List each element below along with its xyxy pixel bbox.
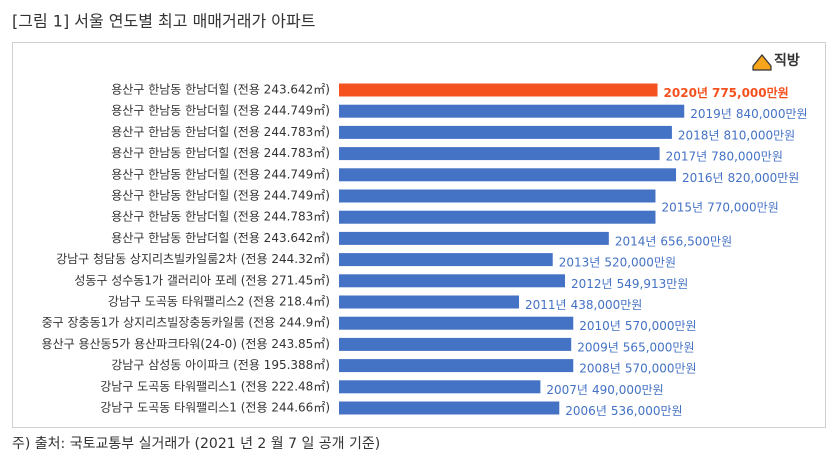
- value-label-year: 2007년: [546, 382, 588, 396]
- category-label: 용산구 한남동 한남더힐 (전용 244.783㎡): [111, 146, 330, 160]
- chart-title: [그림 1] 서울 연도별 최고 매매거래가 아파트: [12, 12, 315, 31]
- bar: [339, 83, 658, 97]
- value-label-amount: 810,000만원: [724, 128, 796, 142]
- value-label-year: 2016년: [682, 170, 724, 184]
- value-label-amount: 820,000만원: [728, 170, 800, 184]
- logo: 직방: [752, 52, 800, 71]
- value-label-amount: 520,000만원: [604, 255, 676, 269]
- value-label-year: 2006년: [565, 404, 607, 418]
- category-label: 강남구 청담동 상지리츠빌카일룸2차 (전용 244.32㎡): [56, 252, 330, 266]
- value-label: 2012년 549,913만원: [571, 276, 688, 290]
- footnote: 주) 출처: 국토교통부 실거래가 (2021 년 2 월 7 일 공개 기준): [12, 436, 380, 452]
- value-label-amount: 775,000만원: [712, 85, 789, 100]
- value-label-year: 2011년: [525, 298, 567, 312]
- value-label: 2013년 520,000만원: [559, 255, 676, 269]
- value-label-year: 2012년: [571, 276, 613, 290]
- value-label-year: 2015년: [661, 200, 703, 214]
- category-label: 용산구 용산동5가 용산파크타워(24-0) (전용 243.85㎡): [42, 337, 330, 351]
- category-label: 강남구 도곡동 타워팰리스1 (전용 222.48㎡): [100, 379, 330, 393]
- bar: [339, 210, 656, 224]
- value-label-year: 2020년: [664, 86, 708, 100]
- logo-icon: [752, 54, 772, 71]
- value-label-year: 2017년: [666, 149, 708, 163]
- value-label-amount: 570,000만원: [625, 361, 697, 375]
- value-label-amount: 780,000만원: [711, 149, 783, 163]
- value-label: 2009년 565,000만원: [577, 340, 694, 354]
- value-label-year: 2019년: [690, 107, 732, 121]
- category-label: 용산구 한남동 한남더힐 (전용 244.783㎡): [111, 125, 330, 139]
- value-label-year: 2018년: [678, 128, 720, 142]
- value-label-amount: 656,500만원: [660, 234, 732, 248]
- category-label: 성동구 성수동1가 갤러리아 포레 (전용 271.45㎡): [74, 273, 330, 287]
- category-label: 중구 장충동1가 상지리츠빌장충동카일룸 (전용 244.9㎡): [42, 316, 330, 330]
- value-label-year: 2009년: [577, 340, 619, 354]
- chart-frame: [12, 42, 826, 428]
- logo-text: 직방: [774, 52, 800, 69]
- bar: [339, 359, 574, 373]
- value-label-year: 2010년: [579, 319, 621, 333]
- category-label: 용산구 한남동 한남더힐 (전용 243.642㎡): [111, 83, 330, 97]
- value-label: 2020년 775,000만원: [664, 85, 789, 100]
- value-label-amount: 570,000만원: [625, 319, 697, 333]
- bar: [339, 168, 677, 182]
- bar: [339, 401, 560, 415]
- value-label-year: 2014년: [615, 234, 657, 248]
- value-label: 2011년 438,000만원: [525, 298, 642, 312]
- category-label: 강남구 삼성동 아이파크 (전용 195.388㎡): [111, 358, 330, 372]
- bar: [339, 380, 541, 394]
- category-label: 용산구 한남동 한남더힐 (전용 244.749㎡): [111, 104, 330, 118]
- bar: [339, 274, 566, 288]
- bar: [339, 295, 520, 309]
- value-label-amount: 438,000만원: [571, 298, 643, 312]
- value-label-amount: 490,000만원: [592, 382, 664, 396]
- bar: [339, 337, 572, 351]
- category-label: 용산구 한남동 한남더힐 (전용 244.783㎡): [111, 210, 330, 224]
- value-label-amount: 840,000만원: [736, 107, 808, 121]
- value-label: 2006년 536,000만원: [565, 404, 682, 418]
- value-label-amount: 536,000만원: [611, 404, 683, 418]
- category-label: 용산구 한남동 한남더힐 (전용 244.749㎡): [111, 167, 330, 181]
- value-label-amount: 549,913만원: [617, 276, 689, 290]
- value-label: 2010년 570,000만원: [579, 319, 696, 333]
- bar: [339, 316, 574, 330]
- bar: [339, 104, 685, 118]
- value-label: 2019년 840,000만원: [690, 107, 807, 121]
- value-label: 2015년 770,000만원: [661, 200, 778, 214]
- bar: [339, 189, 656, 203]
- value-label-year: 2008년: [579, 361, 621, 375]
- bar: [339, 147, 660, 161]
- value-label: 2008년 570,000만원: [579, 361, 696, 375]
- value-label: 2014년 656,500만원: [615, 234, 732, 248]
- category-label: 용산구 한남동 한남더힐 (전용 243.642㎡): [111, 231, 330, 245]
- value-label: 2007년 490,000만원: [546, 382, 663, 396]
- value-label-amount: 565,000만원: [623, 340, 695, 354]
- value-label: 2017년 780,000만원: [666, 149, 783, 163]
- category-label: 강남구 도곡동 타워팰리스1 (전용 244.66㎡): [100, 401, 330, 415]
- value-label: 2016년 820,000만원: [682, 170, 799, 184]
- bar: [339, 231, 609, 245]
- value-label-amount: 770,000만원: [707, 200, 779, 214]
- value-label: 2018년 810,000만원: [678, 128, 795, 142]
- bar: [339, 125, 672, 139]
- bar: [339, 253, 553, 267]
- value-label-year: 2013년: [559, 255, 601, 269]
- category-label: 용산구 한남동 한남더힐 (전용 244.749㎡): [111, 189, 330, 203]
- category-label: 강남구 도곡동 타워팰리스2 (전용 218.4㎡): [108, 295, 330, 309]
